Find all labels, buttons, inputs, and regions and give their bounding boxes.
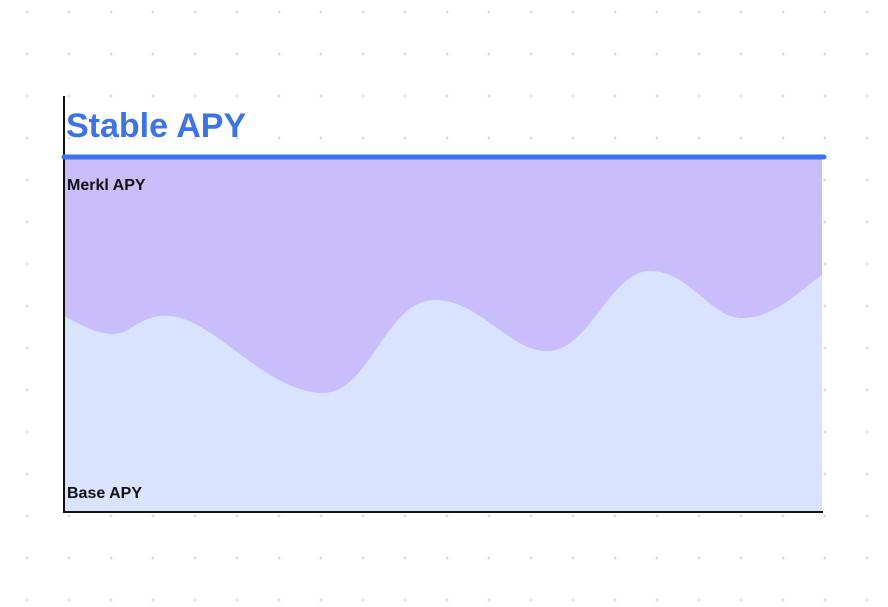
merkl-label: Merkl APY — [67, 177, 146, 194]
base-area — [64, 271, 822, 512]
base-label: Base APY — [67, 485, 142, 502]
title: Stable APY — [66, 107, 246, 145]
